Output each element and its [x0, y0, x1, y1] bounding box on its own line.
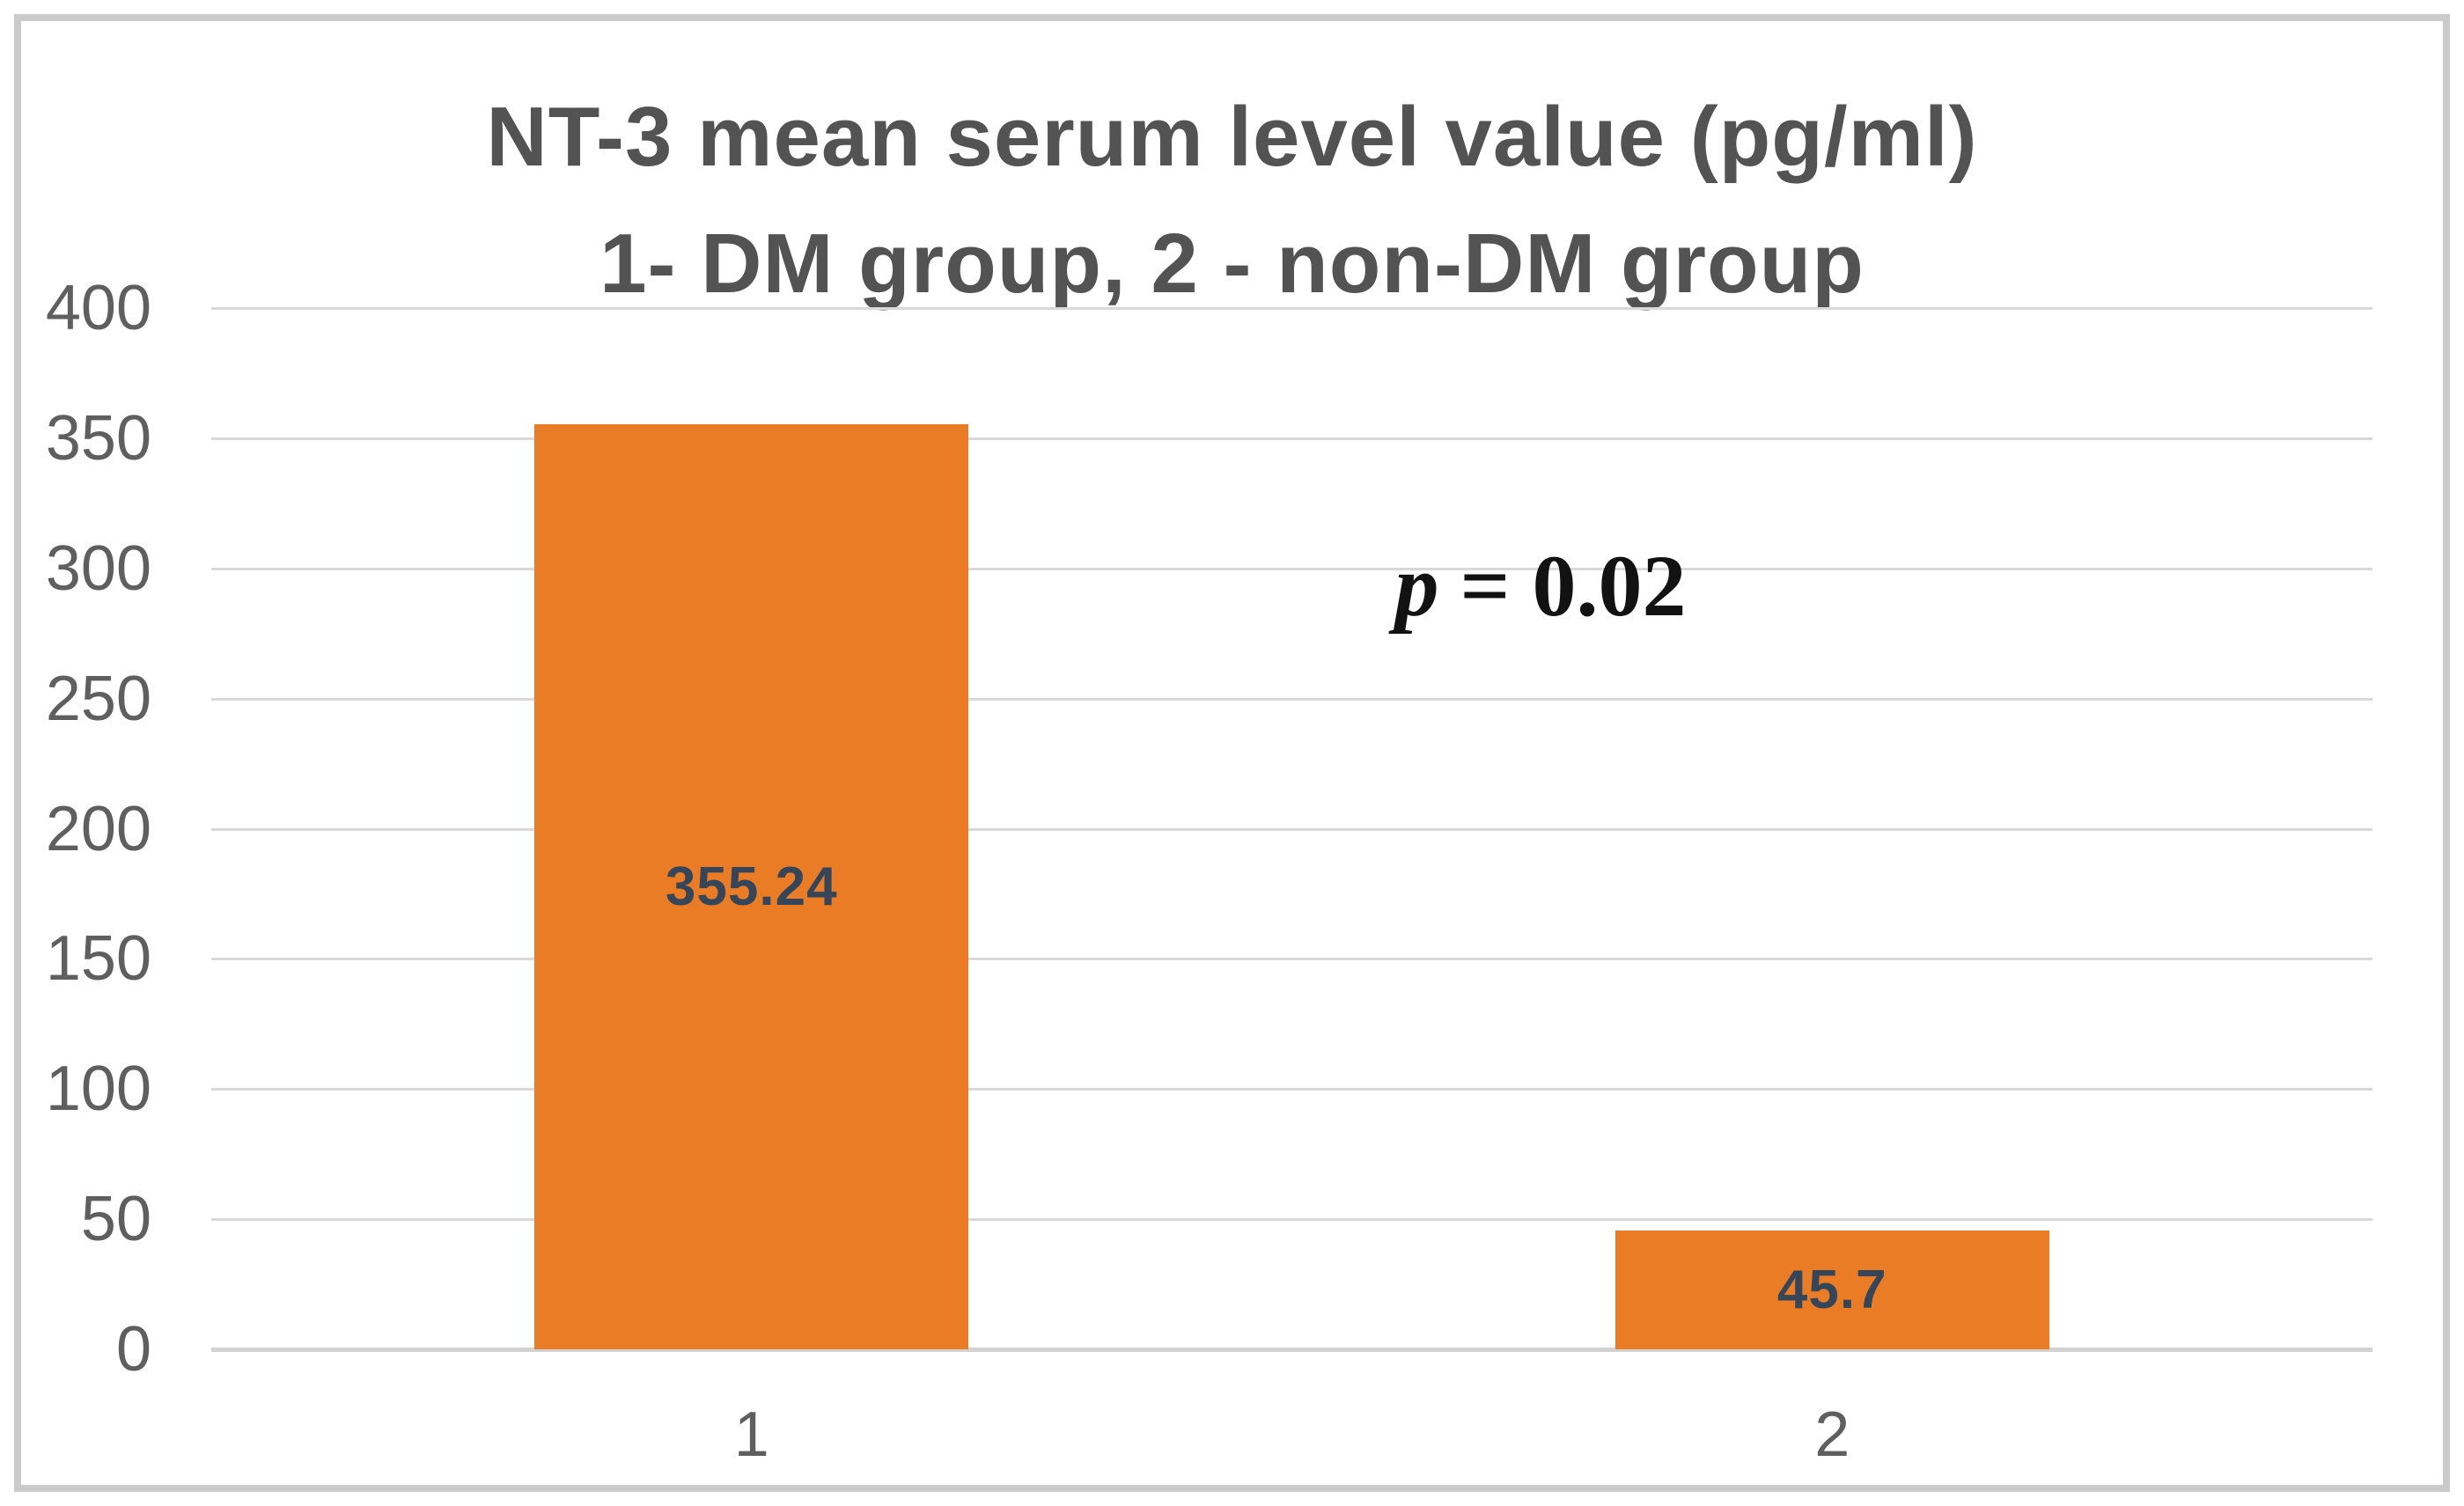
gridline-50 [211, 1218, 2372, 1222]
chart-title-block: NT-3 mean serum level value (pg/ml) 1- D… [0, 74, 2464, 327]
gridline-350 [211, 437, 2372, 440]
p-value-annotation: p = 0.02 [1276, 539, 1805, 634]
gridline-250 [211, 697, 2372, 701]
x-axis-category-label-2: 2 [1814, 1399, 1850, 1470]
y-axis-tick-label-300: 300 [45, 533, 151, 604]
gridline-0 [211, 1348, 2372, 1352]
p-value-text: = 0.02 [1460, 537, 1687, 635]
bar-data-label-1: 355.24 [665, 856, 838, 918]
bar-group-1: 355.24 [534, 424, 969, 1349]
y-axis-tick-label-350: 350 [45, 402, 151, 474]
x-axis-category-label-1: 1 [733, 1399, 769, 1470]
y-axis-tick-label-150: 150 [45, 923, 151, 995]
chart-title: NT-3 mean serum level value (pg/ml) [486, 90, 1978, 184]
y-axis-tick-label-50: 50 [80, 1184, 151, 1255]
gridline-150 [211, 958, 2372, 961]
y-axis-tick-label-250: 250 [45, 663, 151, 734]
gridline-200 [211, 827, 2372, 831]
plot-area: 355.24 45.7 [211, 307, 2372, 1352]
gridline-300 [211, 567, 2372, 570]
y-axis-tick-label-100: 100 [45, 1054, 151, 1125]
gridline-400 [211, 307, 2372, 310]
chart-subtitle: 1- DM group, 2 - non-DM group [599, 217, 1865, 311]
y-axis-tick-label-400: 400 [45, 273, 151, 343]
y-axis-tick-label-200: 200 [45, 793, 151, 864]
bar-group-2: 45.7 [1614, 1230, 2049, 1349]
gridline-100 [211, 1088, 2372, 1091]
p-value-symbol: p [1394, 537, 1439, 635]
bar-data-label-2: 45.7 [1776, 1259, 1887, 1320]
y-axis-tick-label-0: 0 [115, 1314, 151, 1385]
